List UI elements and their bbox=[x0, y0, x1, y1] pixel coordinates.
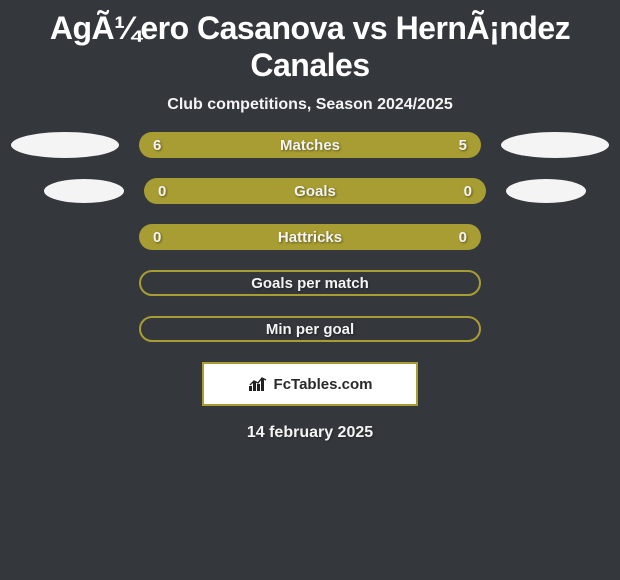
stat-bar: Goals per match bbox=[139, 270, 481, 296]
stat-bar: 0 Goals 0 bbox=[144, 178, 486, 204]
stat-row: 6 Matches 5 bbox=[10, 132, 610, 158]
stat-label: Matches bbox=[280, 137, 340, 154]
player-left-marker bbox=[44, 179, 124, 203]
stat-left-value: 0 bbox=[158, 183, 166, 200]
stats-area: 6 Matches 5 0 Goals 0 0 Hattricks 0 bbox=[0, 132, 620, 342]
stat-bar: 0 Hattricks 0 bbox=[139, 224, 481, 250]
stat-right-value: 5 bbox=[459, 137, 467, 154]
stat-label: Goals per match bbox=[251, 275, 369, 292]
player-left-marker bbox=[11, 132, 119, 158]
player-right-marker bbox=[506, 179, 586, 203]
stat-left-value: 0 bbox=[153, 229, 161, 246]
bar-chart-icon bbox=[248, 376, 268, 392]
stat-label: Min per goal bbox=[266, 321, 354, 338]
player-right-marker bbox=[501, 132, 609, 158]
comparison-widget: AgÃ¼ero Casanova vs HernÃ¡ndez Canales C… bbox=[0, 0, 620, 460]
stat-row: Goals per match bbox=[10, 270, 610, 296]
fctables-badge[interactable]: FcTables.com bbox=[202, 362, 418, 406]
stat-label: Goals bbox=[294, 183, 336, 200]
stat-right-value: 0 bbox=[459, 229, 467, 246]
stat-bar: 6 Matches 5 bbox=[139, 132, 481, 158]
stat-label: Hattricks bbox=[278, 229, 342, 246]
stat-row: 0 Goals 0 bbox=[20, 178, 610, 204]
stat-row: 0 Hattricks 0 bbox=[10, 224, 610, 250]
stat-row: Min per goal bbox=[10, 316, 610, 342]
badge-text: FcTables.com bbox=[274, 376, 373, 393]
stat-bar: Min per goal bbox=[139, 316, 481, 342]
stat-left-value: 6 bbox=[153, 137, 161, 154]
date-text: 14 february 2025 bbox=[0, 406, 620, 460]
stat-right-value: 0 bbox=[464, 183, 472, 200]
subtitle: Club competitions, Season 2024/2025 bbox=[0, 92, 620, 132]
page-title: AgÃ¼ero Casanova vs HernÃ¡ndez Canales bbox=[0, 0, 620, 92]
